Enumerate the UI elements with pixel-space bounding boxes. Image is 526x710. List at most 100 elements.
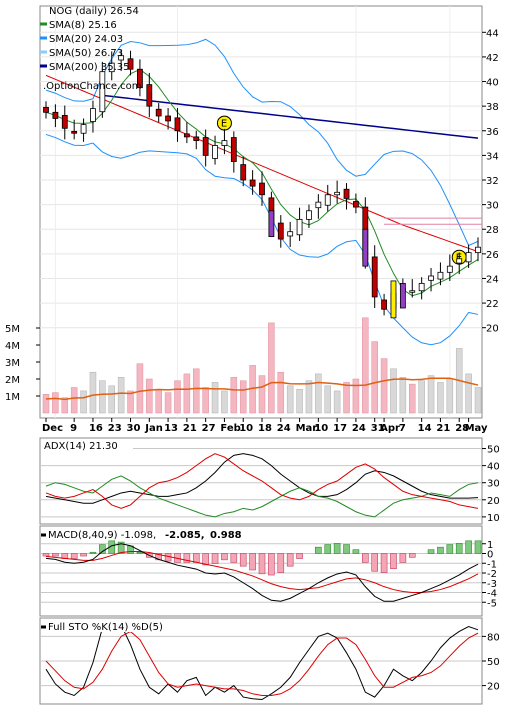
- candle-body: [475, 246, 481, 254]
- price-tick-label: 22: [486, 299, 499, 310]
- candle-body: [343, 188, 350, 199]
- candle-body: [61, 114, 68, 129]
- date-tick-label: 10: [239, 423, 253, 434]
- highlighted-candle: [362, 228, 369, 267]
- date-tick-label: 18: [258, 423, 272, 434]
- macd-histogram-bar: [277, 553, 285, 573]
- date-tick-label: Dec: [42, 423, 63, 434]
- candle-body: [71, 130, 78, 134]
- price-legend: NOG (daily) 26.54 SMA(8) 25.16 SMA(20) 2…: [40, 6, 142, 92]
- price-tick-label: 30: [486, 201, 499, 212]
- macd-hist-value: 0.988: [210, 530, 242, 541]
- plus-di-line: [45, 475, 479, 518]
- candle-body: [371, 256, 378, 298]
- volume-bar: [286, 385, 294, 414]
- date-tick-label: 30: [127, 423, 141, 434]
- macd-histogram-bar: [455, 543, 463, 554]
- date-tick-label: 7: [399, 423, 406, 434]
- volume-bar: [268, 322, 275, 414]
- macd-histogram-bar: [117, 541, 125, 554]
- macd-tick-label: -3: [487, 579, 497, 590]
- volume-bar: [324, 385, 331, 414]
- macd-tick-label: -2: [487, 569, 497, 580]
- volume-bar: [399, 377, 407, 414]
- minus-di-line: [45, 453, 479, 509]
- volume-bar: [315, 373, 322, 414]
- macd-histogram-bar: [390, 553, 397, 570]
- candle-body: [193, 136, 200, 142]
- date-tick-label: 21: [183, 423, 197, 434]
- volume-bar: [164, 392, 172, 414]
- price-tick-label: 28: [486, 225, 499, 236]
- macd-histogram-bar: [315, 546, 322, 554]
- candle-body: [240, 164, 247, 181]
- price-tick-label: 20: [486, 324, 499, 335]
- volume-bar: [89, 371, 97, 414]
- price-tick-label: 34: [486, 151, 499, 162]
- candle-body: [306, 210, 312, 220]
- volume-bar: [70, 387, 78, 414]
- macd-histogram-bar: [239, 553, 247, 567]
- volume-bar: [99, 380, 106, 414]
- macd-tick-label: 1: [487, 540, 493, 551]
- highlighted-candle: [268, 210, 275, 238]
- volume-bar: [211, 382, 219, 414]
- macd-histogram-bar: [183, 553, 191, 563]
- candle-body: [277, 222, 284, 240]
- date-tick-label: 28: [455, 423, 469, 434]
- candle-body: [43, 106, 49, 113]
- macd-histogram-bar: [192, 553, 200, 563]
- date-tick-label: 27: [202, 423, 216, 434]
- candle-body: [437, 271, 444, 280]
- sma200-line: [102, 94, 479, 139]
- legend-sma200: SMA(200) 35.35: [49, 62, 130, 73]
- candle-body: [165, 115, 171, 122]
- candle-body: [221, 140, 228, 146]
- macd-histogram-bar: [99, 544, 106, 554]
- adx-tick-label: 20: [487, 496, 500, 507]
- candle-body: [287, 231, 294, 237]
- volume-bar: [371, 341, 378, 414]
- volume-tick-label: 4M: [5, 341, 20, 352]
- macd-tick-label: -4: [487, 589, 497, 600]
- adx-tick-label: 30: [487, 479, 500, 490]
- candle-body: [118, 55, 125, 61]
- candle-body: [90, 108, 96, 122]
- volume-bar: [390, 368, 397, 414]
- macd-histogram-bar: [362, 553, 369, 563]
- volume-tick-label: 1M: [5, 392, 20, 403]
- volume-bar: [343, 382, 350, 414]
- candle-body: [446, 265, 453, 273]
- price-axis: 20 22 24 26 28 30 32 34 36 38 40 42 44: [482, 28, 499, 335]
- volume-bar: [52, 392, 59, 414]
- price-tick-label: 40: [486, 78, 499, 89]
- volume-bar: [221, 390, 228, 414]
- macd-histogram-bar: [136, 551, 144, 554]
- volume-bar: [146, 378, 153, 414]
- price-tick-label: 38: [486, 102, 499, 113]
- volume-bar: [446, 378, 454, 414]
- macd-histogram-bar: [221, 553, 228, 561]
- sto-d-line: [45, 630, 479, 696]
- candle-body: [249, 179, 256, 187]
- volume-bar: [202, 387, 209, 414]
- macd-histogram-bar: [399, 553, 407, 563]
- volume-bar: [230, 377, 238, 414]
- sto-tick-label: 80: [487, 632, 500, 643]
- candle-body: [108, 62, 115, 73]
- sto-title-bg: [41, 620, 191, 632]
- price-tick-label: 44: [486, 28, 499, 39]
- macd-histogram-bar: [89, 551, 97, 554]
- adx-tick-label: 40: [487, 462, 500, 473]
- volume-bar: [277, 371, 285, 414]
- volume-bar: [127, 390, 134, 414]
- volume-tick-label: 5M: [5, 324, 20, 335]
- price-tick-label: 36: [486, 127, 499, 138]
- macd-tick-label: 0: [487, 550, 493, 561]
- date-tick-label: Jan: [144, 423, 163, 434]
- candle-body: [353, 201, 359, 208]
- macd-histogram-bar: [371, 553, 378, 572]
- macd-tick-label: -5: [487, 598, 497, 609]
- candle-body: [146, 84, 153, 107]
